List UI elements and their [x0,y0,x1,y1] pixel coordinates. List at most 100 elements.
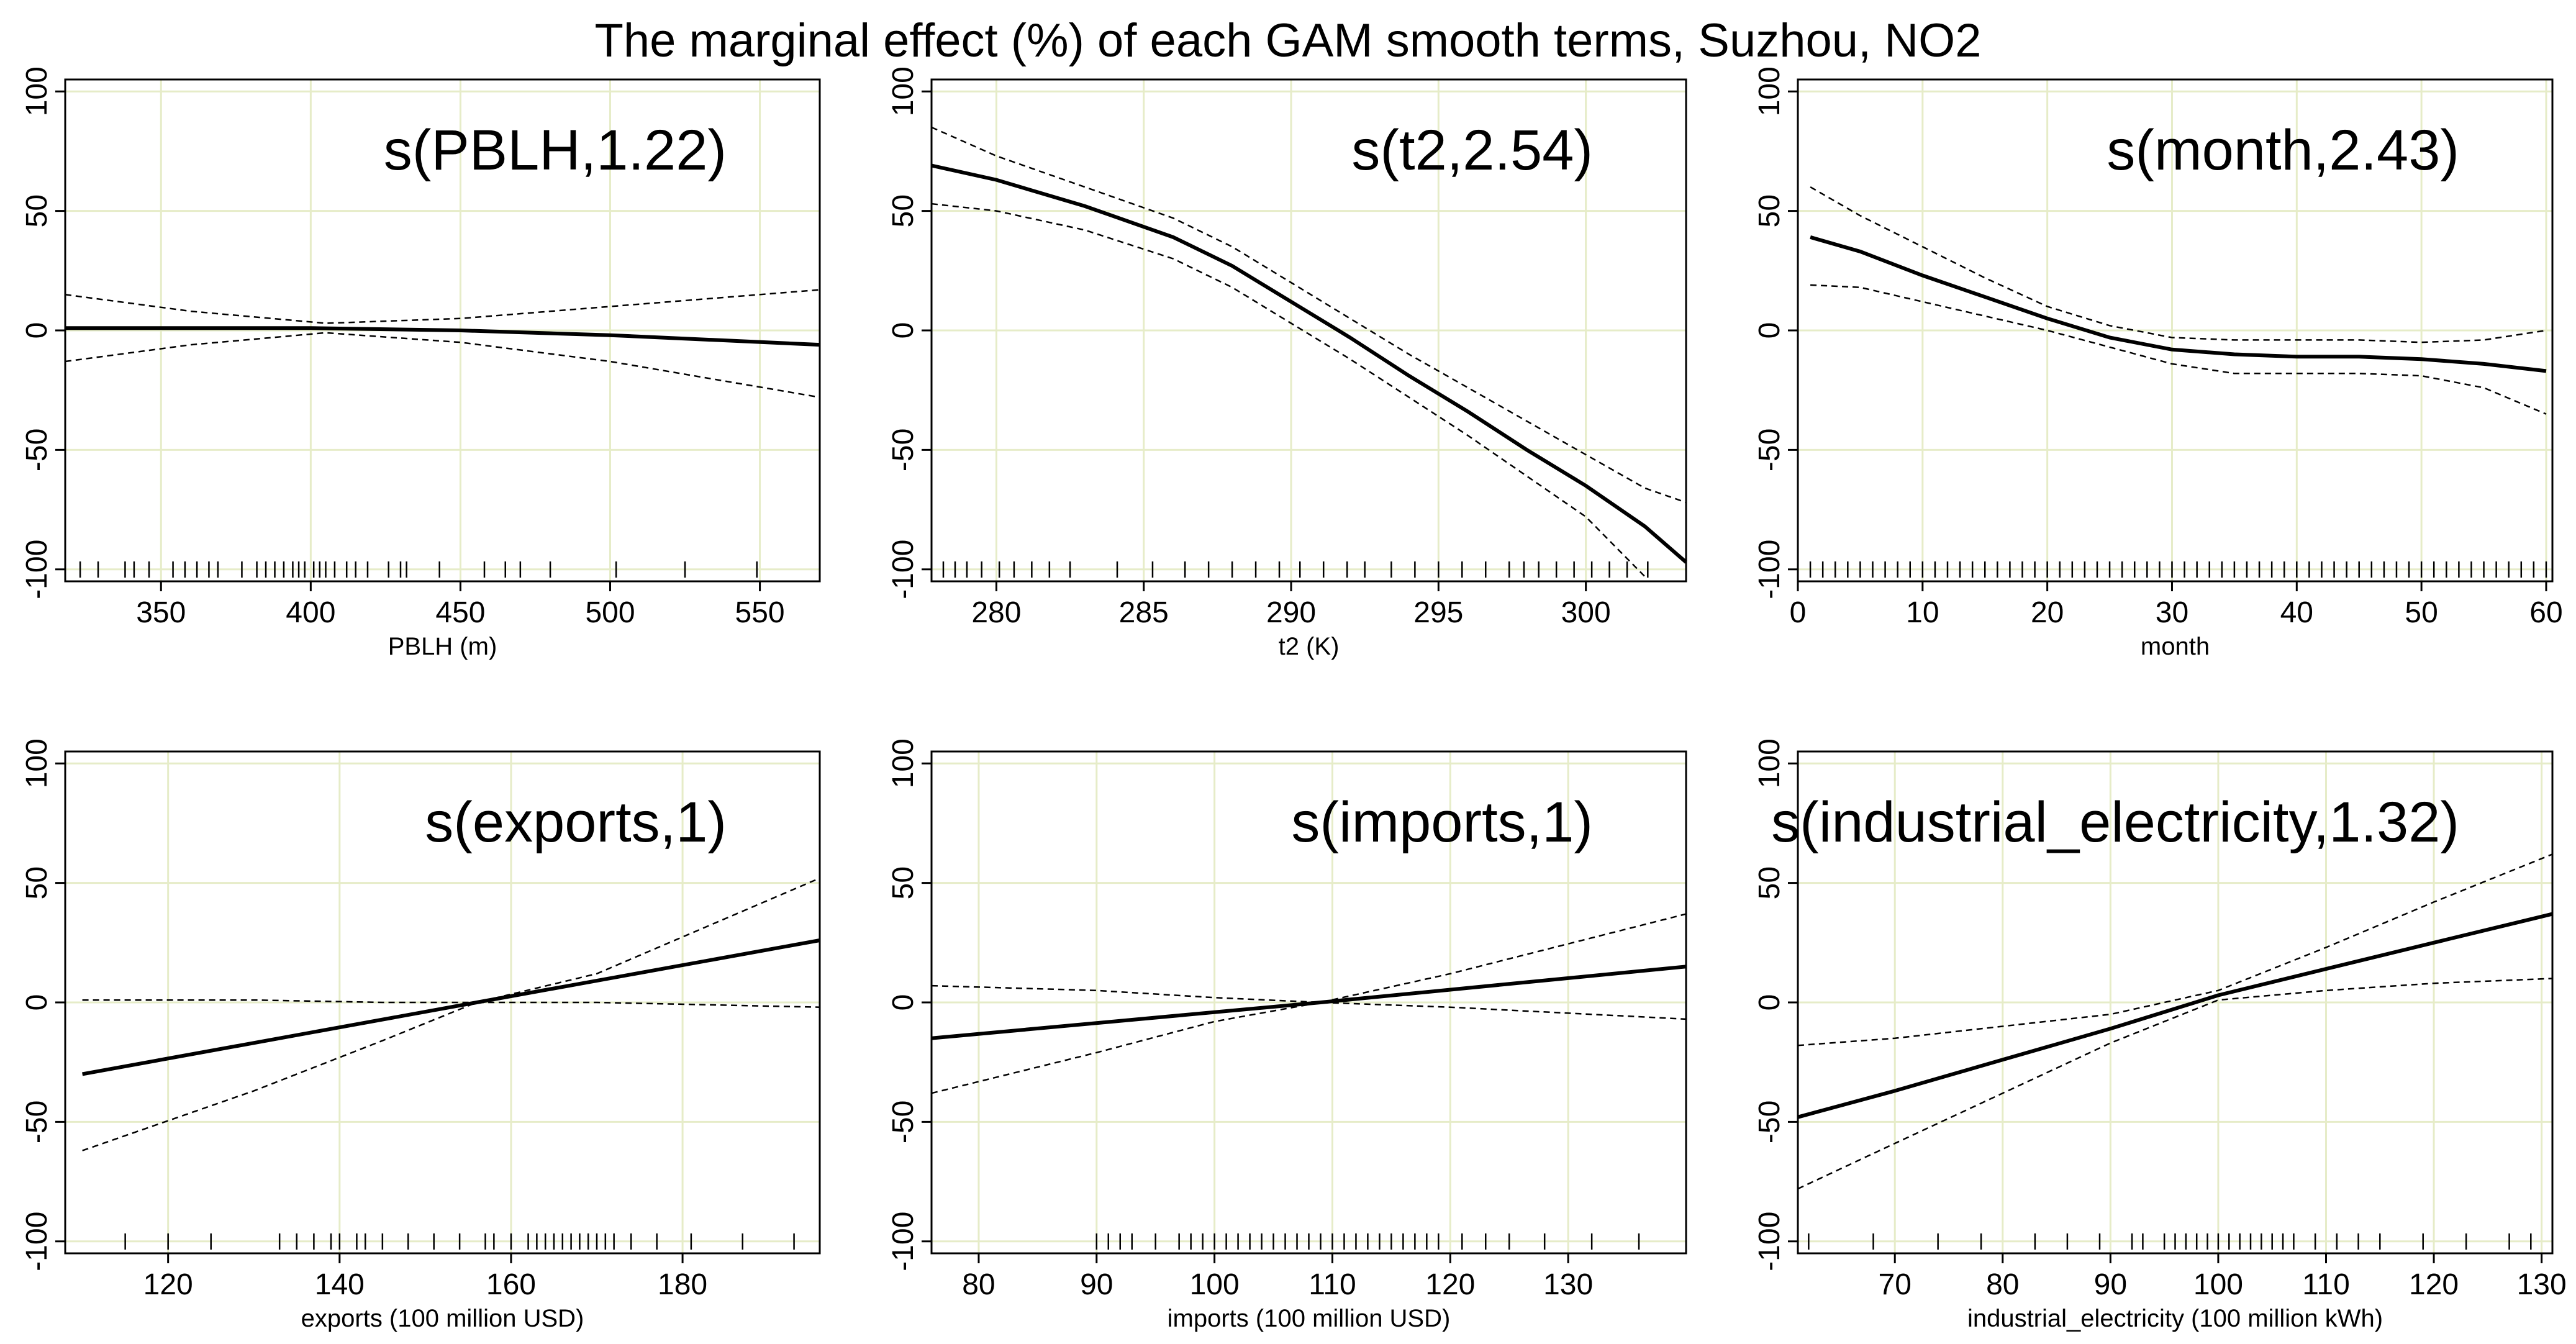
confidence-band-lower [65,332,820,398]
y-tick-label: 50 [1753,194,1786,227]
x-tick-label: 290 [1266,596,1316,629]
smooth-fit-line [931,965,1687,1040]
panel-3: 0 10 20 30 40 50 60 -100 -50 0 50 100 month s(month,2… [1753,66,2563,660]
x-tick-label: 90 [2094,1268,2127,1301]
smooth-fit-line [931,163,1687,564]
y-tick-label: 0 [1753,994,1786,1011]
y-tick-label: -100 [887,540,920,599]
x-axis-title: t2 (K) [1279,633,1340,660]
y-tick-label: -100 [1753,1212,1786,1271]
confidence-band-lower [1810,284,2547,415]
x-tick-label: 50 [2405,596,2438,629]
y-tick-label: 50 [1753,866,1786,899]
y-tick-label: 100 [20,66,53,116]
y-tick-label: 0 [20,994,53,1011]
y-tick-label: -50 [1753,429,1786,471]
x-tick-label: 80 [962,1268,995,1301]
x-tick-label: 120 [143,1268,193,1301]
y-tick-label: 100 [20,738,53,788]
y-tick-label: -50 [887,1101,920,1143]
x-tick-label: 295 [1413,596,1463,629]
smooth-fit-line [1810,235,2547,373]
y-tick-label: -100 [887,1212,920,1271]
x-tick-label: 30 [2156,596,2188,629]
y-tick-label: -50 [1753,1101,1786,1143]
panel-6: 70 80 90 100 110 120 130 -100 -50 0 50 100 industria… [1753,738,2567,1332]
confidence-band-upper [82,877,820,1004]
y-tick-label: 100 [1753,66,1786,116]
confidence-band-lower [82,1001,820,1151]
y-tick-label: -50 [887,429,920,471]
confidence-band-upper [1810,186,2547,343]
y-tick-label: -100 [20,1212,53,1271]
x-tick-label: 120 [2409,1268,2459,1301]
y-tick-label: 50 [887,866,920,899]
y-tick-label: -100 [20,540,53,599]
x-tick-label: 80 [1986,1268,2019,1301]
x-tick-label: 40 [2280,596,2313,629]
y-tick-label: 0 [887,322,920,339]
y-tick-label: -50 [20,429,53,471]
y-tick-label: 100 [887,738,920,788]
y-tick-label: 100 [1753,738,1786,788]
figure-title: The marginal effect (%) of each GAM smoo… [594,14,1982,67]
x-tick-label: 450 [435,596,485,629]
x-tick-label: 0 [1790,596,1807,629]
y-tick-label: 0 [887,994,920,1011]
smooth-term-label: s(exports,1) [425,791,727,854]
x-tick-label: 400 [286,596,335,629]
x-axis-title: imports (100 million USD) [1168,1305,1451,1332]
smooth-term-label: s(month,2.43) [2107,119,2459,182]
x-axis-title: industrial_electricity (100 million kWh) [1967,1305,2383,1332]
y-tick-label: 100 [887,66,920,116]
x-tick-label: 100 [2193,1268,2243,1301]
smooth-term-label: s(industrial_electricity,1.32) [1771,791,2459,854]
x-axis-title: exports (100 million USD) [301,1305,584,1332]
panel-5: 80 90 100 110 120 130 -100 -50 0 50 100 imports (10… [887,738,1687,1332]
panel-4: 120 140 160 180 -100 -50 0 50 100 exports (100 mi… [20,738,821,1332]
confidence-band-upper [931,913,1687,1004]
x-tick-label: 10 [1906,596,1939,629]
smooth-fit-line [65,326,820,347]
x-tick-label: 110 [2302,1268,2350,1301]
confidence-band-upper [65,289,820,324]
confidence-band-lower [931,1001,1687,1094]
x-axis-title: PBLH (m) [388,633,497,660]
panel-2: 280 285 290 295 300 -100 -50 0 50 100 t2 (K) s(t2,2… [887,66,1687,660]
y-tick-label: -100 [1753,540,1786,599]
x-tick-label: 280 [971,596,1021,629]
panel-1: 350 400 450 500 550 -100 -50 0 50 100 PBLH (m) s(PB… [20,66,821,660]
x-tick-label: 140 [315,1268,365,1301]
x-axis-title: month [2141,633,2210,660]
y-tick-label: -50 [20,1101,53,1143]
x-tick-label: 70 [1879,1268,1912,1301]
confidence-band-upper [931,126,1687,504]
y-tick-label: 0 [1753,322,1786,339]
x-tick-label: 20 [2031,596,2064,629]
x-tick-label: 550 [735,596,785,629]
smooth-fit-line [1797,912,2553,1119]
confidence-band-upper [1797,853,2553,1047]
x-tick-label: 90 [1080,1268,1113,1301]
x-tick-label: 285 [1119,596,1169,629]
x-tick-label: 130 [2517,1268,2567,1301]
x-tick-label: 100 [1190,1268,1240,1301]
y-tick-label: 50 [887,194,920,227]
x-tick-label: 120 [1425,1268,1475,1301]
x-tick-label: 350 [136,596,186,629]
confidence-band-lower [1797,978,2553,1190]
x-tick-label: 180 [658,1268,707,1301]
y-tick-label: 0 [20,322,53,339]
smooth-fit-line [82,938,820,1076]
smooth-term-label: s(t2,2.54) [1351,119,1593,182]
x-tick-label: 130 [1543,1268,1593,1301]
smooth-term-label: s(imports,1) [1291,791,1593,854]
y-tick-label: 50 [20,866,53,899]
x-tick-label: 60 [2529,596,2562,629]
y-tick-label: 50 [20,194,53,227]
x-tick-label: 160 [486,1268,536,1301]
confidence-band-lower [931,202,1646,578]
x-tick-label: 500 [585,596,635,629]
smooth-term-label: s(PBLH,1.22) [384,119,727,182]
